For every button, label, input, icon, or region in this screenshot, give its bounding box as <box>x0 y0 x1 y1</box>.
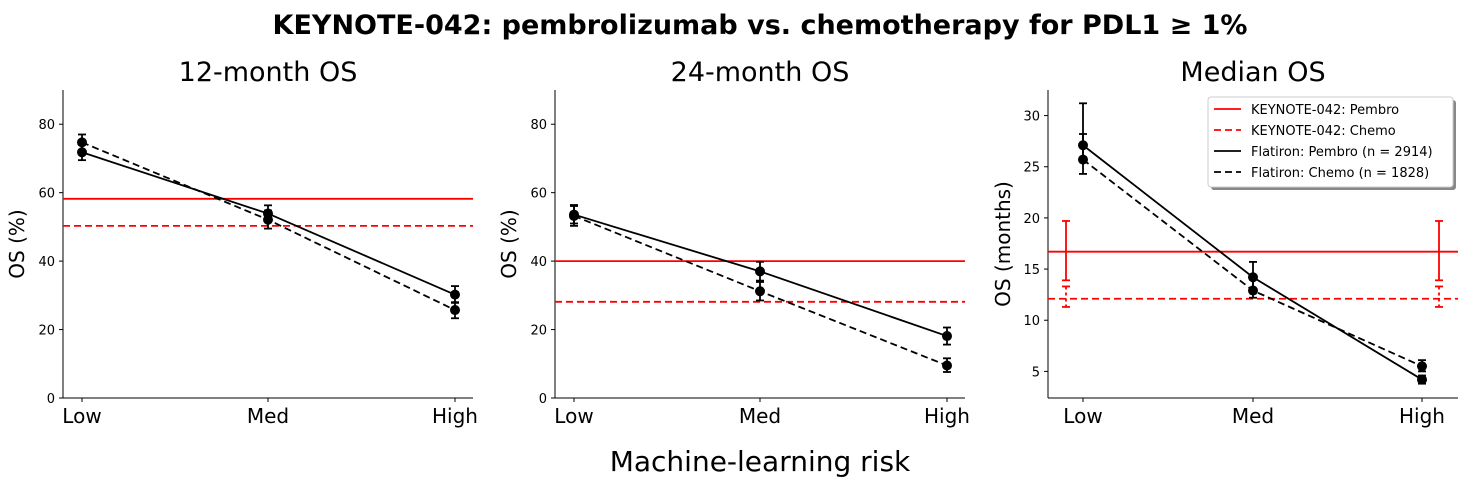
panel-3-xtick-label: High <box>1399 404 1445 428</box>
panel-2-chemo-point-low <box>569 210 579 221</box>
panel-3-title: Median OS <box>1180 57 1325 88</box>
panel-1-ytick-label: 20 <box>38 324 55 339</box>
panel-2-xtick-label: High <box>924 404 970 428</box>
legend: KEYNOTE-042: Pembro KEYNOTE-042: Chemo Fla… <box>1207 96 1456 190</box>
figure-xlabel: Machine-learning risk <box>610 445 911 478</box>
panel-3-ytick-label: 25 <box>1023 161 1040 176</box>
panel-1-ytick-label: 0 <box>47 392 55 407</box>
panel-3-chemo-point-low <box>1078 154 1088 165</box>
panel-2-pembro-point-med <box>755 266 765 277</box>
panel-3-ytick-label: 10 <box>1023 314 1040 329</box>
panel-1-ytick-label: 80 <box>38 118 55 133</box>
panel-1-pembro-point-high <box>450 289 460 300</box>
panel-2-xtick-label: Med <box>739 404 781 428</box>
panel-2-ylabel: OS (%) <box>497 209 521 278</box>
panel-3-chemo-point-med <box>1248 285 1258 296</box>
panel-1-ytick-label: 40 <box>38 255 55 270</box>
panel-1-xtick-label: Med <box>247 404 289 428</box>
panel-2-title: 24-month OS <box>671 57 850 88</box>
panel-2-ytick-label: 40 <box>530 255 547 270</box>
panel-1-title: 12-month OS <box>179 57 358 88</box>
panel-2-chemo-point-med <box>755 286 765 297</box>
panel-3-xtick-label: Low <box>1063 404 1102 428</box>
panel-1-chemo-point-med <box>263 214 273 225</box>
panel-3-ylabel: OS (months) <box>991 181 1015 307</box>
legend-label-3: Flatiron: Pembro (n = 2914) <box>1251 145 1433 160</box>
panel-3-xtick-label: Med <box>1232 404 1274 428</box>
panel-3-chemo-errorbar-low <box>1079 133 1087 175</box>
panel-3-chemo-point-high <box>1417 361 1427 372</box>
panel-3-ytick-label: 30 <box>1023 110 1040 125</box>
panel-3-keynote-chemo-ci-2 <box>1435 285 1443 308</box>
panel-3-ytick-label: 20 <box>1023 212 1040 227</box>
panel-1-ytick-label: 60 <box>38 187 55 202</box>
panel-1-chemo-point-high <box>450 305 460 316</box>
legend-label-2: KEYNOTE-042: Chemo <box>1251 124 1396 139</box>
panel-2-pembro-point-high <box>942 331 952 342</box>
panel-1-xtick-label: Low <box>62 404 101 428</box>
panel-2-ytick-label: 80 <box>530 118 547 133</box>
panel-1-ylabel: OS (%) <box>5 209 29 278</box>
panel-3-ytick-label: 5 <box>1032 365 1040 380</box>
panel-3-ytick-label: 15 <box>1023 263 1040 278</box>
panel-3-keynote-chemo-ci-1 <box>1062 285 1070 308</box>
panel-2-ytick-label: 20 <box>530 324 547 339</box>
panel-2-xtick-label: Low <box>554 404 593 428</box>
panel-2-chemo-point-high <box>942 360 952 371</box>
legend-box <box>1207 96 1454 188</box>
figure-title: KEYNOTE-042: pembrolizumab vs. chemother… <box>273 10 1248 41</box>
panel-3-keynote-pembro-ci-2 <box>1435 220 1443 282</box>
panel-3-pembro-point-high <box>1417 374 1427 385</box>
panel-1-xtick-label: High <box>432 404 478 428</box>
panel-1-chemo-point-low <box>77 137 87 148</box>
panel-3-keynote-pembro-ci-1 <box>1062 220 1070 282</box>
legend-label-4: Flatiron: Chemo (n = 1828) <box>1251 166 1429 181</box>
panel-2-ytick-label: 0 <box>539 392 547 407</box>
panel-2-ytick-label: 60 <box>530 187 547 202</box>
legend-label-1: KEYNOTE-042: Pembro <box>1251 103 1399 118</box>
